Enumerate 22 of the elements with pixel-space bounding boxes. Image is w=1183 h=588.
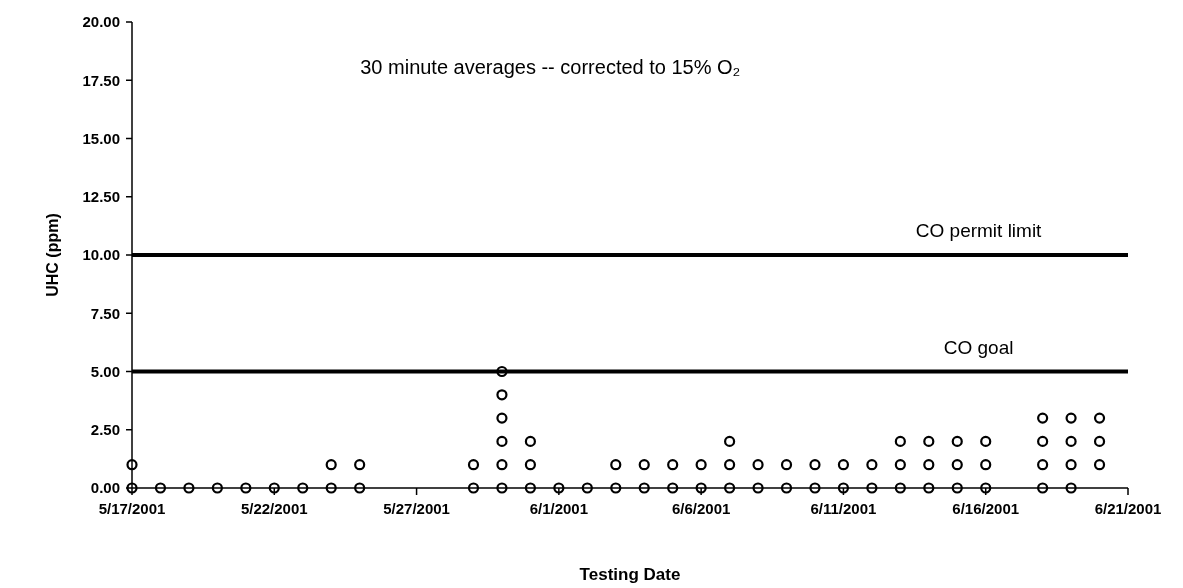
text: 30 minute averages -- corrected to 15% O₂ [360, 56, 741, 78]
x-tick-label: 5/27/2001 [383, 500, 450, 517]
y-tick-label: 2.50 [90, 421, 120, 438]
ref-line-label: CO goal [943, 336, 1014, 358]
y-tick-label: 7.50 [90, 304, 120, 322]
x-tick-label: 6/6/2001 [671, 500, 731, 517]
y-tick-label: 10.00 [82, 246, 120, 264]
x-tick-label: 5/17/2001 [98, 500, 166, 517]
y-tick-label: 20.00 [82, 13, 120, 31]
x-tick-label: 5/22/2001 [240, 500, 308, 517]
ref-line-label: CO permit limit [915, 220, 1043, 241]
y-tick-label: 12.50 [82, 188, 120, 205]
x-tick-label: 6/11/2001 [810, 500, 877, 517]
y-tick-label: 17.50 [82, 71, 120, 89]
y-tick-label: 0.00 [90, 479, 120, 497]
x-tick-label: 6/1/2001 [529, 500, 589, 517]
x-tick-label: 6/21/2001 [1094, 500, 1162, 517]
y-axis-title: UHC (ppm) [44, 213, 61, 297]
x-axis-title: Testing Date [579, 565, 681, 584]
y-tick-label: 5.00 [90, 362, 120, 380]
y-tick-label: 15.00 [82, 129, 120, 147]
x-tick-label: 6/16/2001 [952, 500, 1020, 517]
